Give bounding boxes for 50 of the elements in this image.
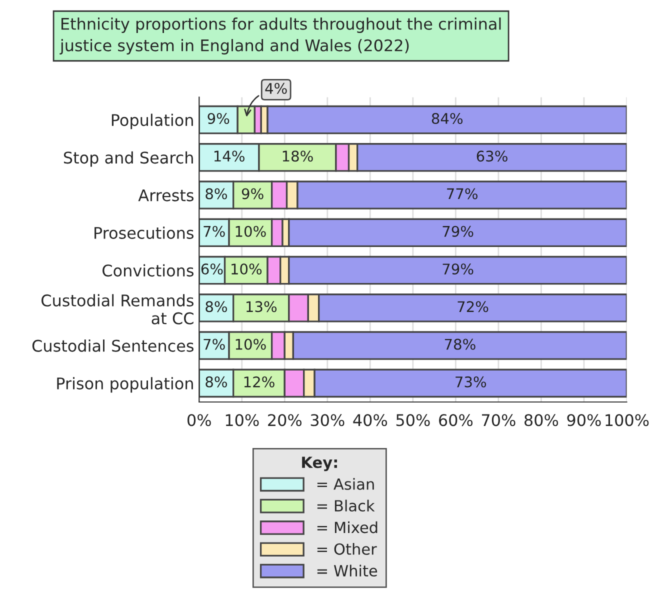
x-tick-label: 50% bbox=[396, 414, 430, 426]
x-tick-label: 80% bbox=[524, 414, 558, 426]
data-label: 8% bbox=[206, 188, 227, 200]
y-tick-label: Prison population bbox=[57, 377, 193, 393]
y-tick-label: Arrests bbox=[138, 189, 194, 202]
data-label: 8% bbox=[206, 376, 227, 388]
legend-label: = Black bbox=[317, 500, 375, 512]
x-tick-label: 100% bbox=[606, 414, 649, 426]
x-tick-label: 20% bbox=[268, 414, 302, 426]
legend-label: = Asian bbox=[317, 478, 374, 490]
data-label: 10% bbox=[232, 263, 262, 275]
x-tick-label: 60% bbox=[439, 414, 473, 426]
data-label: 7% bbox=[204, 226, 225, 237]
data-label: 7% bbox=[204, 338, 225, 350]
legend-title: Key: bbox=[302, 456, 337, 472]
data-label: 13% bbox=[246, 301, 277, 312]
text: 4% bbox=[265, 82, 287, 94]
y-tick-label: Population bbox=[112, 114, 193, 130]
data-label: 10% bbox=[236, 226, 266, 237]
x-tick-label: 10% bbox=[226, 414, 259, 426]
data-label: 78% bbox=[444, 338, 476, 350]
x-tick-label: 0% bbox=[188, 414, 211, 426]
data-label: 73% bbox=[456, 376, 486, 388]
data-label: 6% bbox=[201, 263, 223, 275]
y-tick-label: Stop and Search bbox=[64, 151, 193, 167]
x-tick-label: 30% bbox=[310, 414, 344, 426]
y-tick-label: Custodial Sentences bbox=[32, 339, 194, 352]
y-tick-label: Prosecutions bbox=[94, 226, 194, 239]
data-label: 9% bbox=[242, 188, 264, 200]
y-tick-label: Convictions bbox=[102, 264, 194, 277]
data-label: 8% bbox=[206, 301, 227, 312]
chart-title: Ethnicity proportions for adults throughout the criminal justice system in England and Wales (2022) bbox=[60, 18, 501, 54]
y-tick-label: Custodial Remands at CC bbox=[42, 294, 194, 324]
data-label: 84% bbox=[432, 112, 463, 124]
data-label: 18% bbox=[282, 150, 313, 162]
x-tick-label: 90% bbox=[567, 414, 601, 426]
data-label: 14% bbox=[214, 150, 244, 162]
data-label: 9% bbox=[208, 112, 230, 124]
legend-label: = White bbox=[317, 564, 378, 577]
data-label: 10% bbox=[236, 338, 266, 350]
data-label: 63% bbox=[476, 150, 508, 162]
data-label: 79% bbox=[442, 226, 474, 237]
data-label: 79% bbox=[442, 263, 474, 275]
data-label: 77% bbox=[447, 188, 478, 200]
data-label: 12% bbox=[244, 376, 274, 388]
legend-label: = Mixed bbox=[317, 521, 378, 534]
legend-label: = Other bbox=[317, 543, 377, 555]
x-tick-label: 40% bbox=[353, 414, 388, 426]
data-label: 72% bbox=[458, 301, 488, 312]
x-tick-label: 70% bbox=[482, 414, 516, 426]
